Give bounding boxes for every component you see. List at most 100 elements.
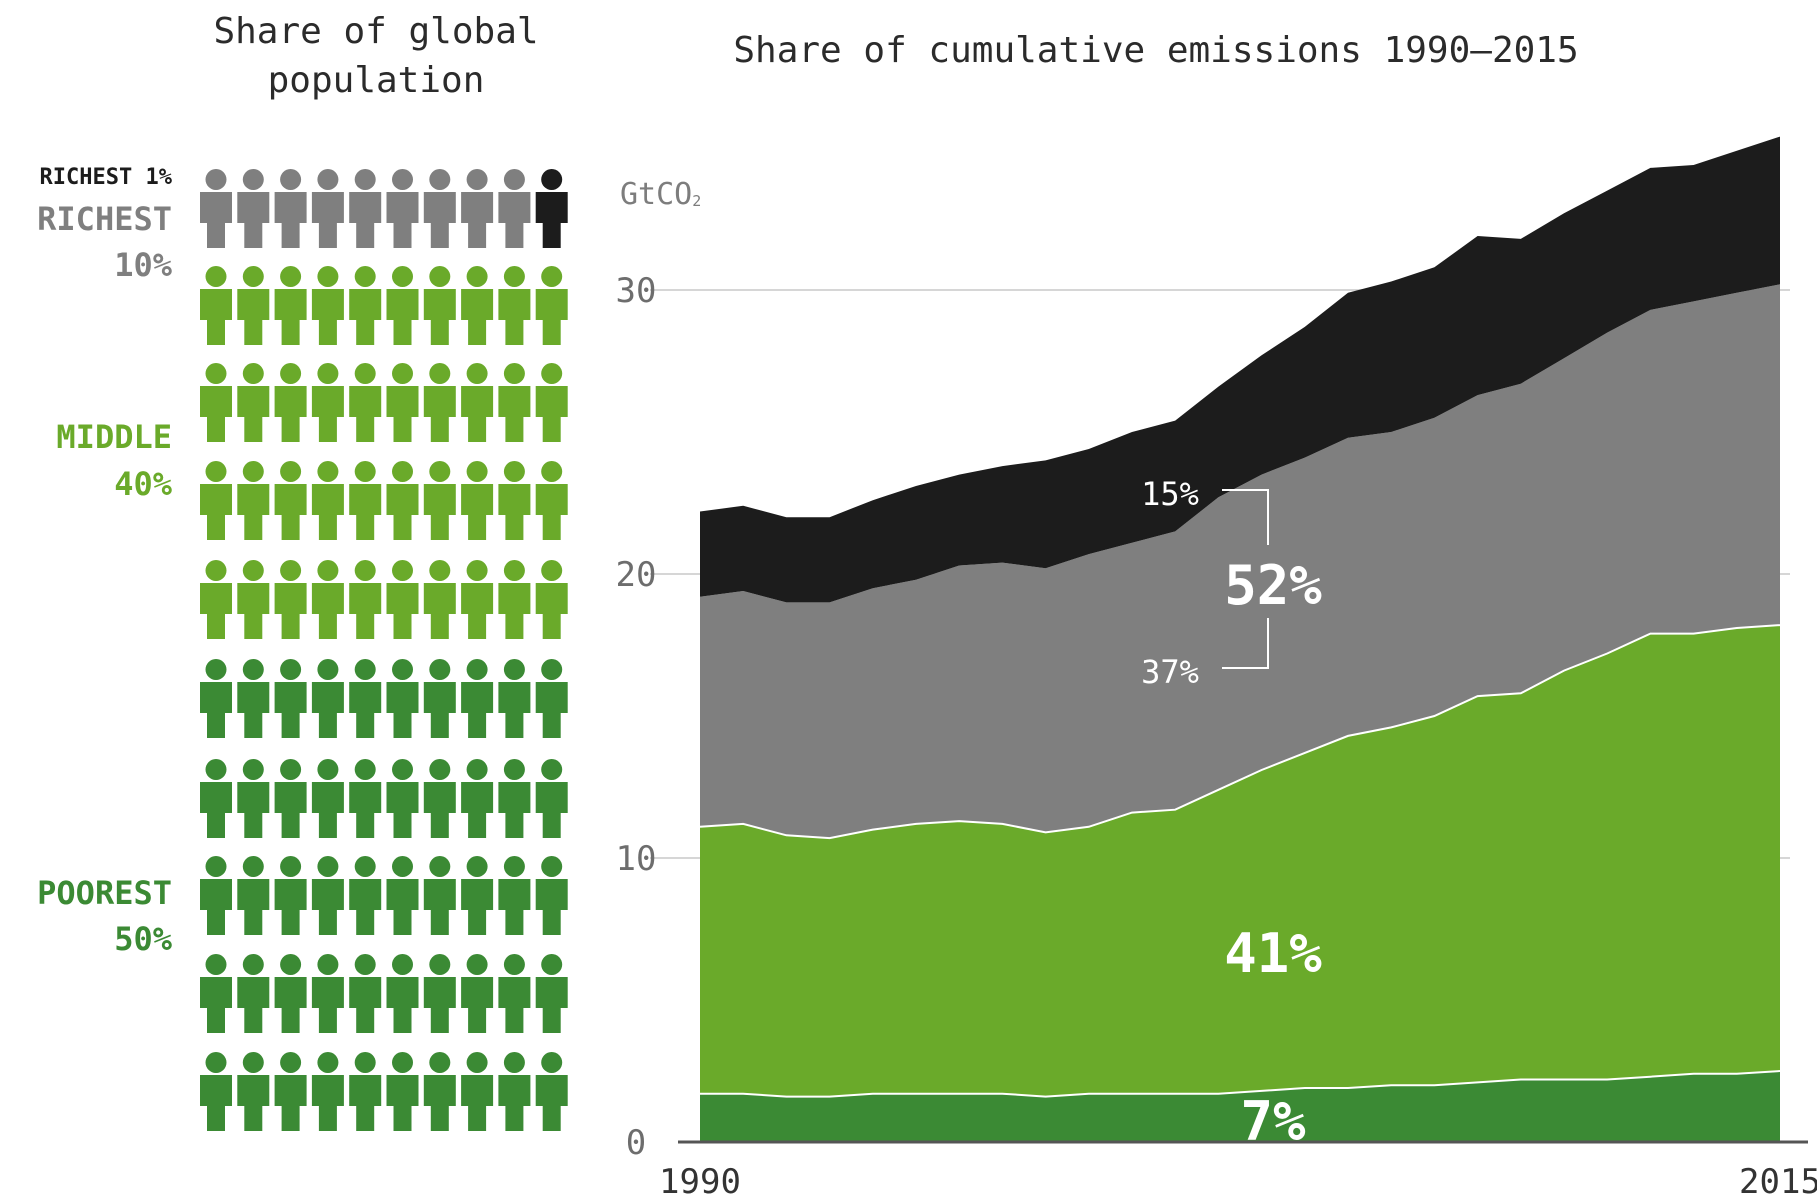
emissions-chart: Share of cumulative emissions 1990–2015 … — [616, 30, 1817, 1202]
share-label-poorest50: 7% — [1240, 1090, 1306, 1153]
y-tick-label-10: 10 — [616, 839, 657, 879]
person-icon-middle40 — [498, 560, 531, 639]
person-icon-poorest50 — [386, 1052, 419, 1131]
person-icon-poorest50 — [461, 954, 494, 1033]
person-icon-middle40 — [461, 363, 494, 442]
group-label-middle40-line2: 40% — [114, 465, 173, 503]
person-icon-middle40 — [349, 461, 382, 540]
person-icon-poorest50 — [535, 659, 568, 738]
person-icon-middle40 — [200, 461, 232, 540]
person-icon-poorest50 — [498, 954, 531, 1033]
person-icon-middle40 — [386, 363, 419, 442]
population-title-line2: population — [268, 60, 485, 101]
person-icon-middle40 — [535, 363, 568, 442]
person-icon-middle40 — [200, 266, 232, 345]
person-icon-middle40 — [349, 560, 382, 639]
person-icon-middle40 — [349, 266, 382, 345]
person-icon-middle40 — [461, 266, 494, 345]
person-icon-richest10 — [200, 169, 232, 248]
person-icon-richest10 — [237, 169, 270, 248]
person-icon-middle40 — [535, 560, 568, 639]
person-icon-poorest50 — [535, 954, 568, 1033]
person-icon-poorest50 — [200, 759, 232, 838]
person-icon-poorest50 — [423, 659, 456, 738]
person-icon-poorest50 — [498, 659, 531, 738]
person-icon-poorest50 — [423, 1052, 456, 1131]
person-icon-poorest50 — [237, 856, 270, 935]
person-icon-poorest50 — [386, 856, 419, 935]
person-icon-middle40 — [311, 560, 344, 639]
person-icon-middle40 — [349, 363, 382, 442]
population-title-line1: Share of global — [213, 11, 538, 52]
area-poorest50 — [700, 1071, 1780, 1142]
person-icon-poorest50 — [237, 659, 270, 738]
person-icon-richest10 — [274, 169, 307, 248]
y-tick-label-30: 30 — [616, 271, 657, 311]
person-icon-middle40 — [461, 461, 494, 540]
person-icon-middle40 — [274, 461, 307, 540]
person-icon-poorest50 — [200, 954, 232, 1033]
person-icon-poorest50 — [349, 659, 382, 738]
share-label-combined-richest10: 52% — [1224, 554, 1322, 617]
y-axis-label-text: GtCO — [620, 177, 692, 212]
person-icon-middle40 — [237, 560, 270, 639]
group-label-richest1-line1: RICHEST 1% — [40, 165, 173, 190]
person-icon-middle40 — [535, 266, 568, 345]
person-icon-middle40 — [535, 461, 568, 540]
x-tick-label-2015: 2015 — [1739, 1162, 1817, 1202]
person-icon-middle40 — [200, 363, 232, 442]
chart-title: Share of cumulative emissions 1990–2015 — [733, 30, 1578, 71]
person-icon-poorest50 — [535, 759, 568, 838]
person-icon-middle40 — [423, 461, 456, 540]
person-icon-poorest50 — [349, 759, 382, 838]
person-icon-middle40 — [237, 363, 270, 442]
person-icon-poorest50 — [200, 659, 232, 738]
person-icon-poorest50 — [274, 659, 307, 738]
y-axis-label-subscript: 2 — [692, 192, 701, 210]
person-icon-poorest50 — [274, 954, 307, 1033]
person-icon-richest10 — [461, 169, 494, 248]
person-icon-poorest50 — [274, 856, 307, 935]
y-tick-label-20: 20 — [616, 555, 657, 595]
group-label-richest10-line2: 10% — [114, 246, 173, 284]
group-label-middle40-line1: MIDDLE — [56, 418, 172, 456]
person-icon-middle40 — [274, 363, 307, 442]
person-icon-middle40 — [274, 560, 307, 639]
person-icon-poorest50 — [237, 759, 270, 838]
x-tick-label-1990: 1990 — [659, 1162, 741, 1202]
person-icon-middle40 — [498, 461, 531, 540]
person-icon-poorest50 — [349, 954, 382, 1033]
person-icon-poorest50 — [237, 1052, 270, 1131]
area-richest10 — [700, 284, 1780, 839]
person-icon-poorest50 — [423, 759, 456, 838]
group-label-poorest50-line2: 50% — [114, 920, 173, 958]
person-icon-poorest50 — [535, 856, 568, 935]
person-icon-poorest50 — [311, 1052, 344, 1131]
person-icon-middle40 — [423, 363, 456, 442]
person-icon-poorest50 — [423, 856, 456, 935]
bracket-lower-line — [1222, 618, 1269, 669]
share-label-middle40: 41% — [1224, 922, 1322, 985]
person-icon-middle40 — [386, 461, 419, 540]
bracket-upper-line — [1222, 489, 1269, 545]
person-icon-poorest50 — [200, 856, 232, 935]
annotations: 15% 37% 52% 41% 7% — [1141, 475, 1322, 1153]
person-icon-middle40 — [200, 560, 232, 639]
person-icon-poorest50 — [311, 954, 344, 1033]
person-icon-poorest50 — [274, 1052, 307, 1131]
person-icon-poorest50 — [274, 759, 307, 838]
person-icon-richest10 — [498, 169, 531, 248]
person-icon-middle40 — [386, 266, 419, 345]
person-icon-middle40 — [461, 560, 494, 639]
axes: 0 10 20 30 1990 2015 — [616, 271, 1817, 1202]
person-icon-richest10 — [349, 169, 382, 248]
person-icon-poorest50 — [200, 1052, 232, 1131]
separator-middle40 — [699, 624, 1781, 840]
share-label-richest1: 15% — [1141, 475, 1199, 513]
area-middle40 — [700, 625, 1780, 1097]
person-icon-poorest50 — [349, 1052, 382, 1131]
person-icon-middle40 — [311, 363, 344, 442]
population-panel: Share of global population RICHEST 1%RIC… — [37, 11, 568, 1131]
separator-poorest50 — [700, 1070, 1781, 1098]
person-icon-middle40 — [311, 266, 344, 345]
